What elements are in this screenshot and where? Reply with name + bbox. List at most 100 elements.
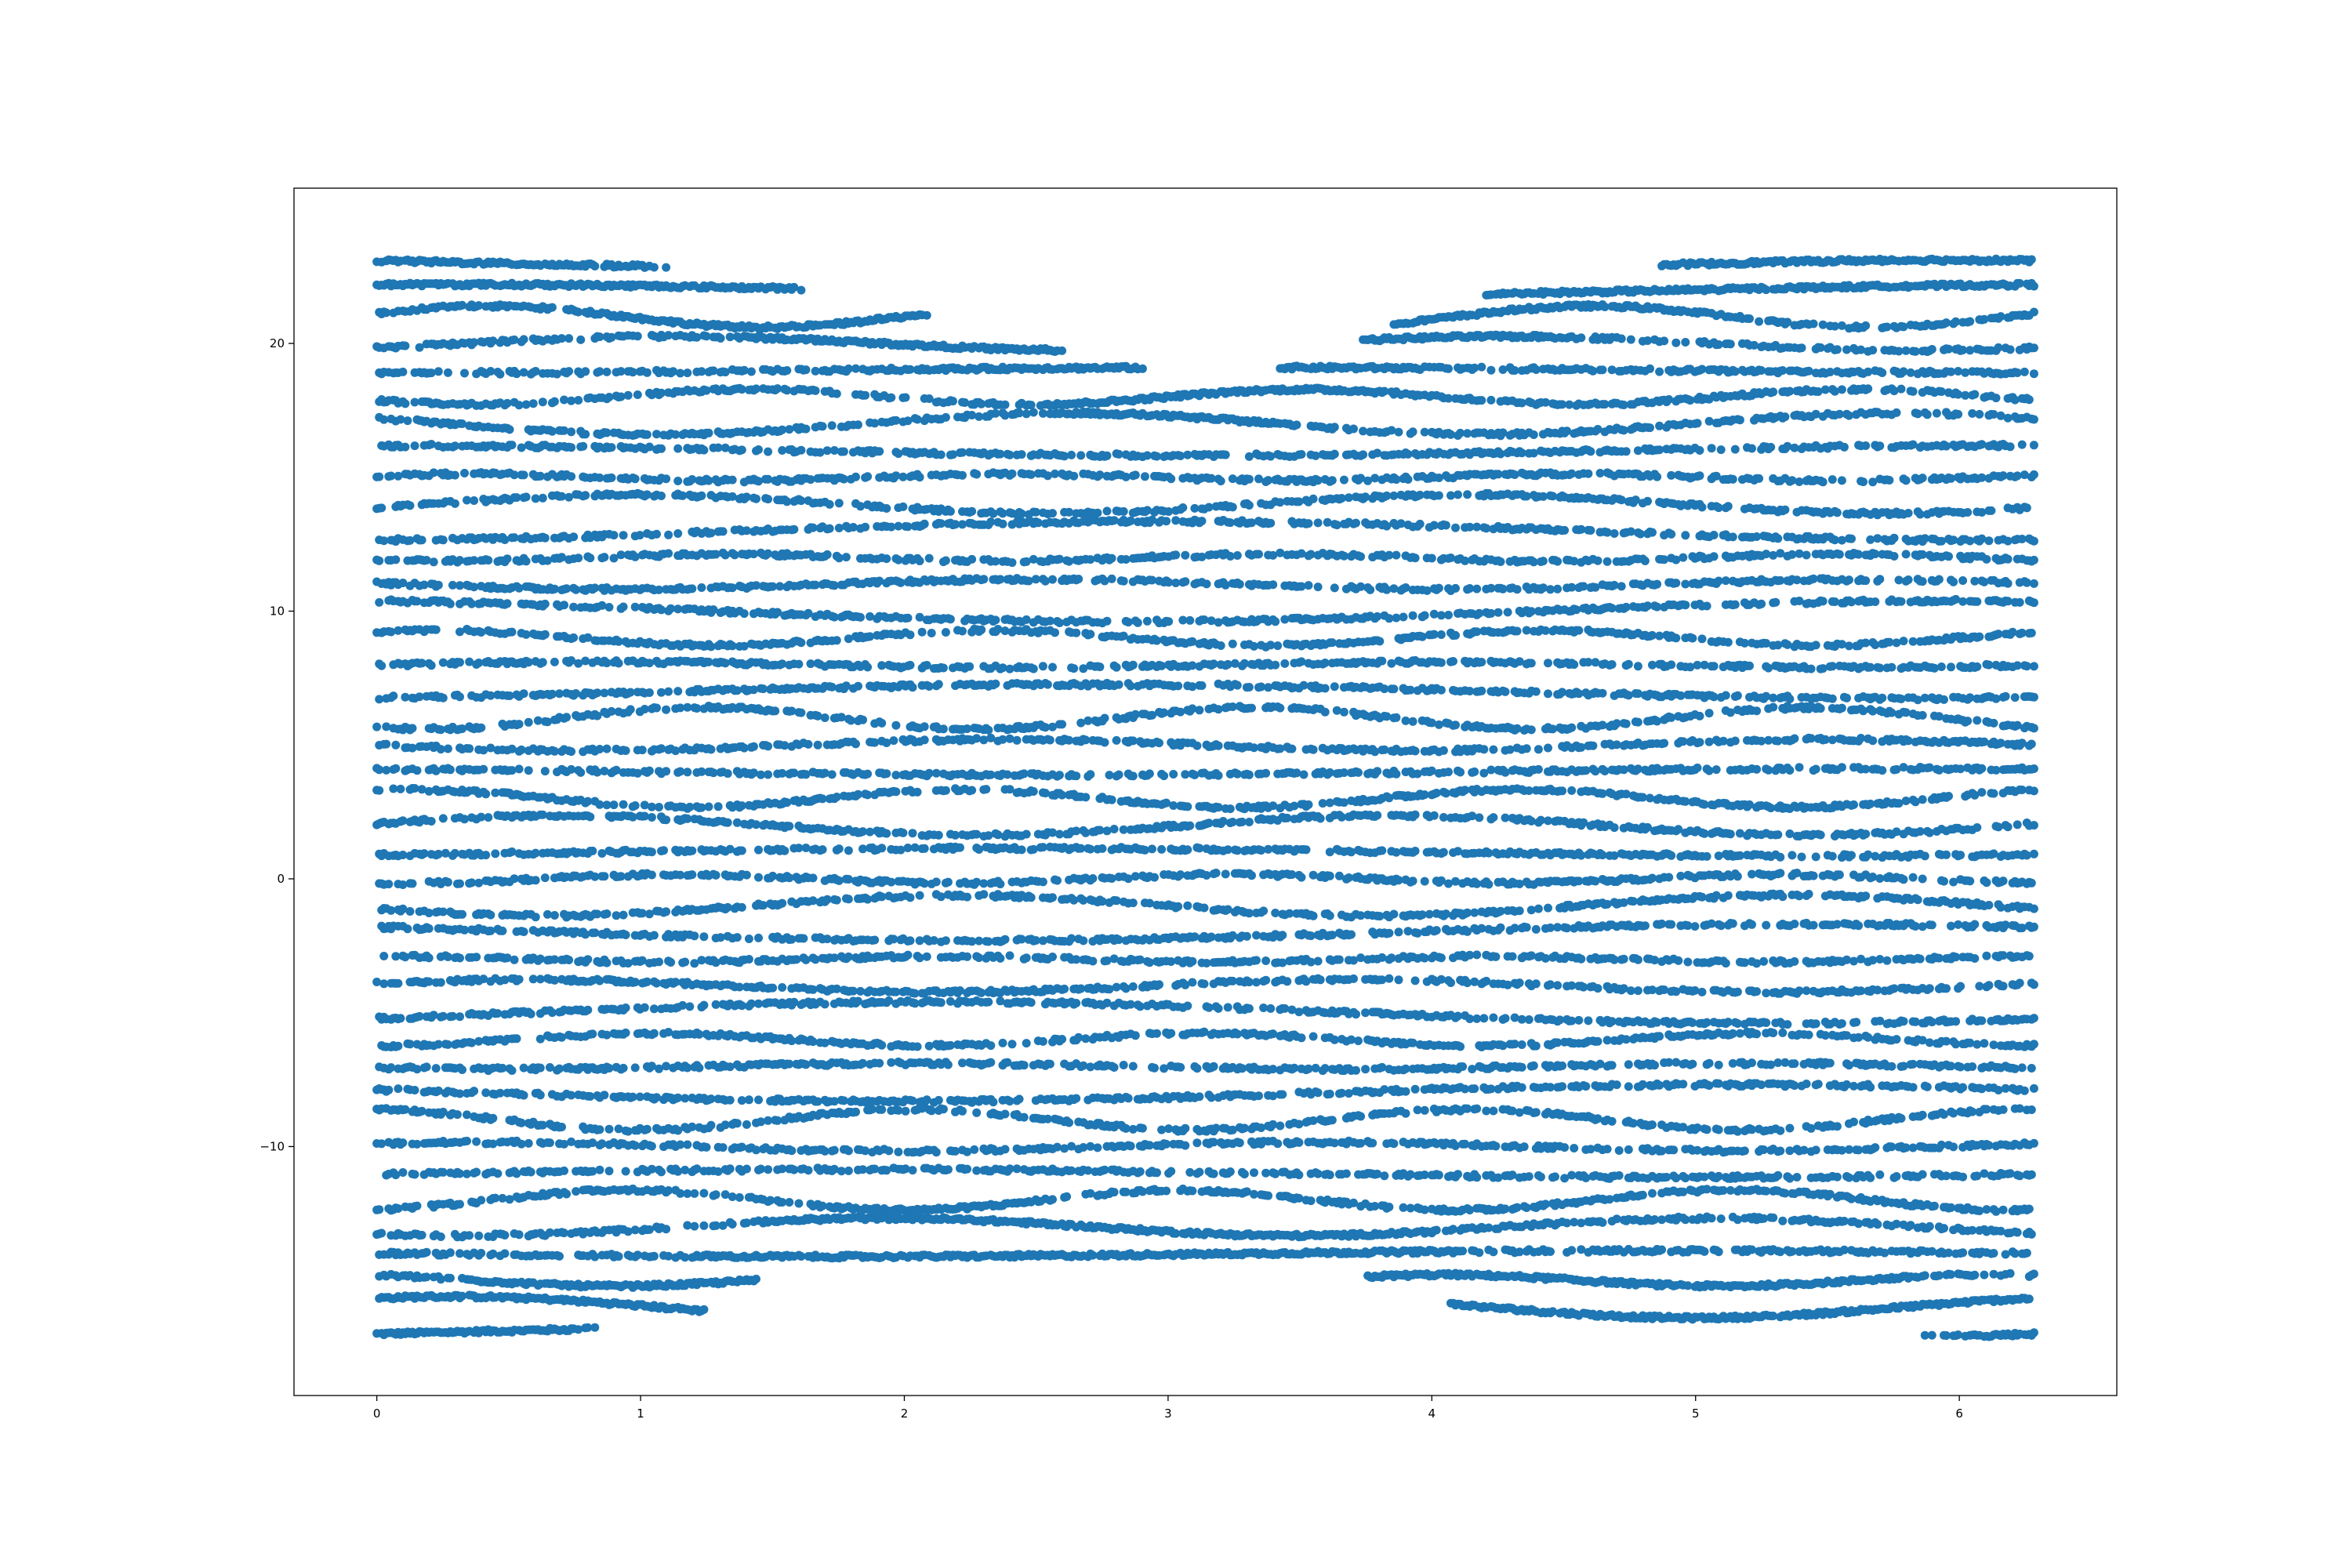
data-point — [699, 1305, 709, 1314]
data-point — [785, 1198, 794, 1207]
data-point — [2024, 1294, 2034, 1304]
data-point — [1908, 1143, 1918, 1152]
data-point — [398, 1168, 408, 1177]
data-point — [394, 1041, 403, 1051]
data-point — [1109, 1063, 1119, 1072]
data-point — [1308, 1032, 1318, 1041]
data-point — [1832, 1172, 1842, 1181]
data-point — [1871, 1143, 1880, 1152]
data-point — [477, 1248, 486, 1258]
data-point — [1007, 1040, 1017, 1049]
data-point — [1918, 1110, 1927, 1120]
data-point — [474, 1231, 484, 1240]
data-point — [1648, 1189, 1657, 1198]
data-point — [1873, 1220, 1882, 1229]
data-point — [1273, 1139, 1283, 1149]
data-point — [488, 1249, 498, 1258]
data-point — [1062, 1192, 1072, 1201]
data-point — [958, 1106, 967, 1116]
data-point — [972, 1108, 982, 1117]
data-point — [557, 1123, 566, 1131]
data-point — [931, 1148, 941, 1157]
data-point — [1501, 1014, 1510, 1023]
data-point — [614, 1252, 623, 1261]
data-point — [1209, 1169, 1218, 1178]
data-point — [633, 1250, 642, 1260]
data-point — [422, 1272, 431, 1282]
data-point — [621, 1004, 630, 1012]
data-point — [456, 1249, 464, 1258]
data-point — [514, 1230, 524, 1240]
data-point — [519, 1091, 528, 1100]
data-point — [664, 1251, 673, 1261]
data-point — [1951, 1017, 1961, 1026]
data-point — [1769, 1213, 1778, 1222]
data-point — [1714, 1125, 1723, 1134]
data-point — [1235, 1138, 1244, 1148]
data-point — [1192, 1064, 1202, 1073]
data-point — [431, 1064, 441, 1073]
data-point — [1269, 1120, 1278, 1129]
data-point — [1508, 1106, 1517, 1116]
data-point — [1053, 1142, 1062, 1152]
data-point — [2017, 1063, 2027, 1073]
data-point — [829, 1145, 839, 1155]
data-point — [1058, 1035, 1067, 1044]
data-point — [732, 1119, 742, 1128]
data-point — [1655, 1032, 1664, 1041]
data-point — [2020, 1086, 2029, 1095]
data-point — [604, 1167, 614, 1176]
data-point — [1804, 1030, 1813, 1040]
data-point — [1026, 998, 1036, 1007]
data-point — [1410, 1084, 1420, 1094]
data-point — [735, 1192, 744, 1202]
data-point — [681, 1253, 690, 1262]
data-point — [1489, 1013, 1498, 1022]
data-point — [1377, 1062, 1387, 1072]
data-point — [2029, 1014, 2038, 1023]
data-point — [1150, 1063, 1159, 1073]
data-point — [943, 1060, 953, 1069]
data-point — [1918, 1170, 1927, 1179]
data-point — [2027, 1105, 2036, 1114]
data-point — [1977, 1016, 1987, 1025]
data-point — [1109, 1188, 1119, 1197]
data-point — [467, 1038, 477, 1047]
data-point — [1072, 999, 1081, 1007]
data-point — [1704, 1058, 1714, 1068]
data-point — [1980, 1270, 1989, 1279]
data-point — [690, 1189, 699, 1198]
data-point — [630, 1063, 640, 1073]
data-point — [1297, 1033, 1306, 1043]
data-point — [1524, 1172, 1534, 1181]
data-point — [1401, 1109, 1410, 1118]
data-point — [1657, 1245, 1667, 1254]
data-point — [621, 1167, 630, 1176]
data-point — [1748, 1245, 1756, 1254]
data-point — [1325, 1171, 1334, 1180]
data-point — [1223, 1003, 1232, 1012]
data-point — [590, 1252, 600, 1261]
data-point — [1489, 1106, 1498, 1116]
data-point — [1899, 1062, 1908, 1071]
data-point — [1038, 1036, 1047, 1046]
data-point — [884, 1146, 894, 1156]
data-point — [989, 1098, 998, 1107]
data-point — [1811, 1019, 1820, 1029]
data-point — [1560, 1143, 1570, 1152]
data-point — [718, 1143, 728, 1152]
data-point — [524, 1138, 533, 1148]
data-point — [477, 1196, 486, 1205]
data-point — [908, 1166, 917, 1175]
data-point — [642, 1124, 652, 1134]
data-point — [1614, 1146, 1624, 1155]
data-point — [1152, 1029, 1161, 1038]
data-point — [797, 1252, 806, 1261]
data-point — [604, 1124, 614, 1134]
data-point — [458, 1065, 466, 1074]
data-point — [1740, 1146, 1749, 1156]
data-point — [1352, 1010, 1360, 1019]
data-point — [1949, 1142, 1958, 1152]
data-point — [1920, 1330, 1929, 1340]
